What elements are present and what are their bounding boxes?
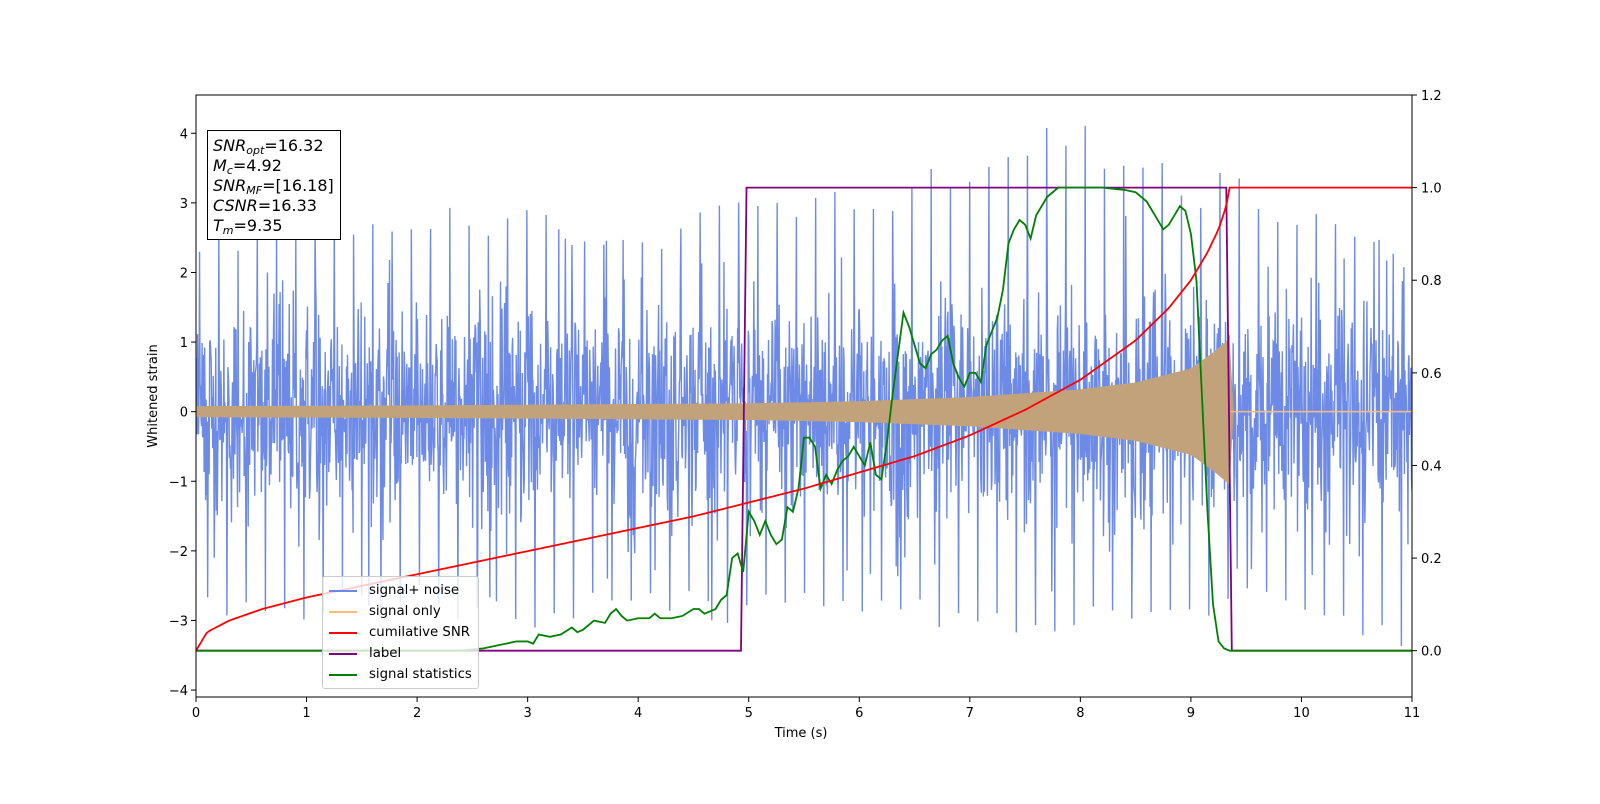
stats-annotation-box: SNRopt=16.32 Mc=4.92 SNRMF=[16.18] CSNR=… (207, 130, 341, 240)
y-tick-label: −4 (169, 684, 188, 699)
y2-tick-label: 0.2 (1421, 552, 1442, 567)
x-tick-label: 3 (523, 706, 531, 721)
mc-line: Mc=4.92 (213, 156, 282, 177)
mc-value: =4.92 (232, 156, 282, 175)
legend-label-noise: signal+ noise (369, 583, 460, 598)
x-tick-label: 1 (302, 706, 310, 721)
y-tick-label: −2 (169, 545, 188, 560)
right-axis-ticks: 0.0 0.2 0.4 0.6 0.8 1.0 1.2 (1412, 89, 1442, 660)
legend-label-cumulative-snr: cumilative SNR (369, 625, 471, 640)
legend-label-signal: signal only (369, 604, 441, 619)
tm-value: =9.35 (233, 216, 283, 235)
x-tick-label: 11 (1404, 706, 1421, 721)
legend-label-label: label (369, 646, 402, 661)
legend-label-statistics: signal statistics (369, 667, 472, 682)
legend-swatch-signal (329, 610, 357, 613)
y2-tick-label: 0.4 (1421, 459, 1442, 474)
y2-tick-label: 1.0 (1421, 182, 1442, 197)
y-axis-label: Whitened strain (146, 344, 161, 447)
x-tick-label: 5 (745, 706, 753, 721)
legend-item-cumulative-snr: cumilative SNR (329, 622, 472, 643)
x-tick-label: 8 (1076, 706, 1084, 721)
snr-opt-value: =16.32 (264, 136, 324, 155)
x-axis-label: Time (s) (774, 726, 828, 741)
x-tick-label: 7 (966, 706, 974, 721)
plot-frame (195, 94, 1413, 698)
legend-item-signal: signal only (329, 601, 472, 622)
csnr-value: =16.33 (257, 196, 317, 215)
signal-envelope (196, 338, 1412, 485)
tm-line: Tm=9.35 (213, 216, 283, 237)
legend-swatch-noise (329, 589, 357, 592)
snr-mf-line: SNRMF=[16.18] (213, 176, 334, 197)
y-axis-ticks: −4 −3 −2 −1 0 1 2 3 4 (169, 127, 196, 699)
legend-swatch-cumulative-snr (329, 631, 357, 634)
legend-item-noise: signal+ noise (329, 580, 472, 601)
y-tick-label: 4 (180, 127, 188, 142)
signal-statistics-line (196, 186, 1412, 652)
x-tick-label: 9 (1187, 706, 1195, 721)
y-tick-label: −1 (169, 475, 188, 490)
x-tick-label: 10 (1293, 706, 1310, 721)
y2-tick-label: 0.8 (1421, 274, 1442, 289)
y2-tick-label: 0.6 (1421, 367, 1442, 382)
legend-item-label: label (329, 643, 472, 664)
x-axis-ticks: 0 1 2 3 4 5 6 7 8 9 10 11 (192, 697, 1420, 721)
snr-mf-value: =[16.18] (262, 176, 334, 195)
y-tick-label: −3 (169, 614, 188, 629)
signal-only-series (196, 338, 1412, 485)
x-tick-label: 6 (855, 706, 863, 721)
y-tick-label: 0 (180, 406, 188, 421)
y2-tick-label: 1.2 (1421, 89, 1442, 104)
csnr-line: CSNR=16.33 (213, 196, 317, 215)
legend-swatch-statistics (329, 673, 357, 676)
y-tick-label: 3 (180, 197, 188, 212)
y-tick-label: 1 (180, 336, 188, 351)
y-tick-label: 2 (180, 266, 188, 281)
legend-item-statistics: signal statistics (329, 664, 472, 685)
legend: signal+ noise signal only cumilative SNR… (322, 576, 479, 689)
x-tick-label: 0 (192, 706, 200, 721)
x-tick-label: 2 (413, 706, 421, 721)
y2-tick-label: 0.0 (1421, 645, 1442, 660)
snr-opt-line: SNRopt=16.32 (213, 136, 324, 157)
legend-swatch-label (329, 652, 357, 655)
x-tick-label: 4 (634, 706, 642, 721)
